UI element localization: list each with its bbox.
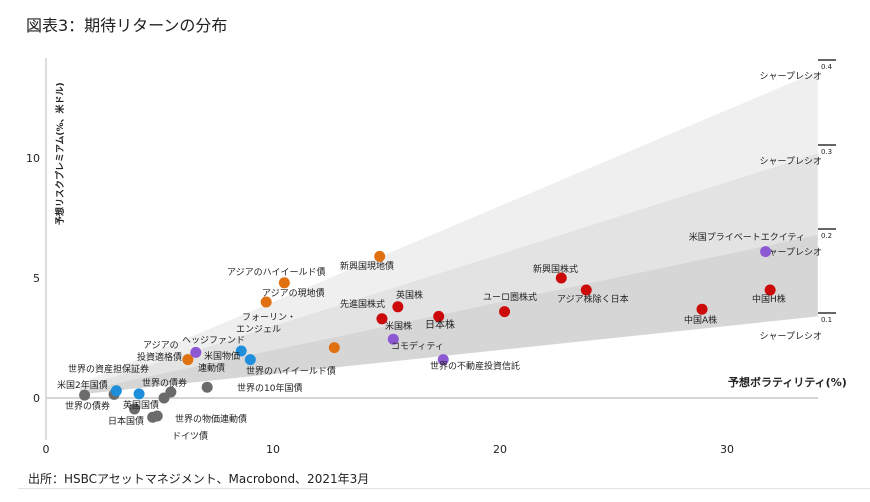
point-label: 米国2年国債 bbox=[57, 379, 108, 391]
y-tick-label: 5 bbox=[33, 272, 40, 285]
data-point bbox=[555, 272, 567, 284]
point-label: 新興国株式 bbox=[533, 263, 578, 275]
footer-divider bbox=[18, 488, 870, 489]
data-point bbox=[110, 385, 122, 397]
point-label: 英国国債 bbox=[123, 399, 159, 411]
point-label: ドイツ債 bbox=[172, 430, 208, 442]
source-note: 出所：HSBCアセットマネジメント、Macrobond、2021年3月 bbox=[28, 472, 370, 486]
point-label: 英国株 bbox=[396, 289, 423, 301]
sharpe-band bbox=[80, 234, 818, 395]
data-point bbox=[165, 386, 177, 398]
data-point bbox=[201, 381, 213, 393]
point-label: エンジェル bbox=[236, 325, 281, 335]
point-label: 中国H株 bbox=[752, 293, 786, 305]
sharpe-band bbox=[80, 153, 818, 391]
point-label: 中国A株 bbox=[684, 314, 717, 326]
data-point bbox=[374, 250, 386, 262]
sharpe-value: 0.2 bbox=[821, 232, 832, 240]
axes: 0 10 20 30 0 5 10 bbox=[26, 58, 818, 456]
chart-title: 図表3：期待リターンの分布 bbox=[26, 16, 228, 35]
y-tick-label: 0 bbox=[33, 392, 40, 405]
x-axis-title: 予想ボラティリティ(%) bbox=[728, 375, 847, 389]
x-tick-label: 10 bbox=[266, 443, 280, 456]
point-label: 日本株 bbox=[425, 318, 455, 331]
data-point bbox=[79, 389, 91, 401]
y-tick-label: 10 bbox=[26, 152, 40, 165]
data-point bbox=[182, 354, 194, 366]
data-point bbox=[328, 342, 340, 354]
point-label: 米国プライベートエクイティ bbox=[689, 231, 805, 243]
point-label: 世界の物価連動債 bbox=[175, 413, 247, 425]
data-point bbox=[433, 310, 445, 322]
point-label: 世界の資産担保証券 bbox=[68, 363, 149, 375]
point-label: 先進国株式 bbox=[340, 298, 385, 310]
data-point bbox=[387, 333, 399, 345]
data-point bbox=[260, 296, 272, 308]
x-tick-label: 0 bbox=[43, 443, 50, 456]
data-point bbox=[278, 277, 290, 289]
x-tick-label: 20 bbox=[493, 443, 507, 456]
data-point bbox=[499, 306, 511, 318]
y-axis-title: 予想リスクプレミアム(%、米ドル) bbox=[54, 82, 66, 225]
data-points bbox=[79, 246, 776, 423]
sharpe-value: 0.1 bbox=[821, 316, 832, 324]
point-label: フォーリン・ bbox=[242, 313, 296, 323]
sharpe-ratio-label: シャープレシオ bbox=[760, 156, 822, 167]
data-point bbox=[129, 403, 141, 415]
point-label: 米国物価 bbox=[204, 350, 240, 362]
sharpe-band bbox=[80, 71, 818, 388]
point-label: ユーロ圏株式 bbox=[483, 291, 537, 303]
data-point bbox=[190, 346, 202, 358]
data-point bbox=[133, 388, 145, 400]
sharpe-ratio-label: シャープレシオ bbox=[760, 247, 822, 258]
point-label: 新興国現地債 bbox=[340, 260, 394, 272]
point-label: 世界のハイイールド債 bbox=[246, 365, 336, 377]
sharpe-ratio-label: シャープレシオ bbox=[760, 71, 822, 82]
point-label: 世界の不動産投資信託 bbox=[430, 360, 520, 372]
point-label: アジア株除く日本 bbox=[557, 293, 629, 305]
point-label: アジアのハイイールド債 bbox=[227, 266, 325, 278]
point-label: ヘッジファンド bbox=[182, 336, 245, 346]
point-label: 連動債 bbox=[198, 362, 225, 374]
sharpe-value: 0.4 bbox=[821, 63, 833, 71]
data-point bbox=[696, 303, 708, 315]
data-point bbox=[437, 354, 449, 366]
data-point bbox=[760, 246, 772, 258]
point-label: 世界の10年国債 bbox=[237, 382, 302, 394]
data-point bbox=[376, 313, 388, 325]
sharpe-value: 0.3 bbox=[821, 148, 832, 156]
data-point bbox=[244, 354, 256, 366]
point-label: 世界の債券 bbox=[65, 400, 110, 412]
point-label: 投資適格債 bbox=[137, 351, 182, 363]
point-label: 世界の債券 bbox=[142, 377, 187, 389]
sharpe-bands bbox=[80, 71, 818, 395]
point-label: アジアの現地債 bbox=[262, 287, 325, 299]
data-point bbox=[392, 301, 404, 313]
x-tick-label: 30 bbox=[720, 443, 734, 456]
point-label: コモディティ bbox=[391, 340, 444, 352]
data-point bbox=[764, 284, 776, 296]
data-point bbox=[151, 410, 163, 422]
data-point bbox=[235, 345, 247, 357]
point-label: アジアの bbox=[143, 341, 179, 351]
point-label: 日本国債 bbox=[108, 415, 144, 427]
point-label: 米国株 bbox=[385, 320, 412, 332]
sharpe-ratio-label: シャープレシオ bbox=[760, 331, 822, 342]
data-point bbox=[580, 284, 592, 296]
